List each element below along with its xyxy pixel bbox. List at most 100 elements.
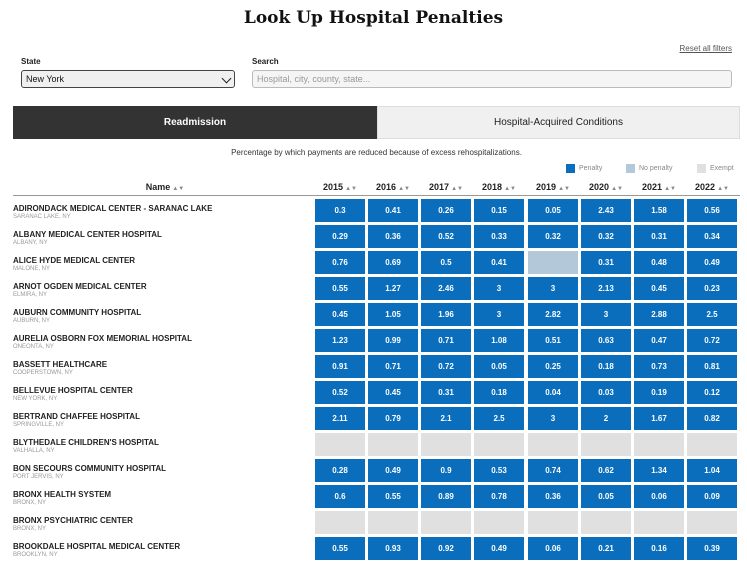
column-header-year[interactable]: 2019 ▲▼ xyxy=(528,182,578,192)
table-subtitle: Percentage by which payments are reduced… xyxy=(231,148,522,157)
reset-filters-link[interactable]: Reset all filters xyxy=(679,44,732,53)
hospital-location: ELMIRA, NY xyxy=(13,292,48,298)
hospital-name[interactable]: ARNOT OGDEN MEDICAL CENTER xyxy=(13,282,147,291)
penalty-cell: 2.46 xyxy=(421,277,471,300)
penalty-cell: 0.28 xyxy=(315,459,365,482)
column-header-name-label: Name xyxy=(145,182,171,192)
tab-hospital-acquired-conditions[interactable]: Hospital-Acquired Conditions xyxy=(377,106,740,139)
penalty-cell: 2.13 xyxy=(581,277,631,300)
column-header-year-label: 2017 xyxy=(429,182,450,192)
penalty-cell xyxy=(474,433,524,456)
column-header-year[interactable]: 2021 ▲▼ xyxy=(634,182,684,192)
penalty-cell: 2.11 xyxy=(315,407,365,430)
column-header-year[interactable]: 2016 ▲▼ xyxy=(368,182,418,192)
penalty-cell: 3 xyxy=(474,277,524,300)
penalty-cell: 0.93 xyxy=(368,537,418,560)
penalty-cell: 3 xyxy=(528,407,578,430)
penalty-cell: 0.05 xyxy=(474,355,524,378)
column-header-year[interactable]: 2022 ▲▼ xyxy=(687,182,737,192)
penalty-cell: 0.26 xyxy=(421,199,471,222)
penalty-cell: 3 xyxy=(581,303,631,326)
state-select[interactable]: New York xyxy=(21,70,235,88)
penalty-cell: 0.6 xyxy=(315,485,365,508)
hospital-name[interactable]: ALBANY MEDICAL CENTER HOSPITAL xyxy=(13,230,162,239)
penalty-cell: 1.08 xyxy=(474,329,524,352)
column-header-year[interactable]: 2020 ▲▼ xyxy=(581,182,631,192)
penalty-cell: 0.45 xyxy=(315,303,365,326)
penalty-cell: 0.06 xyxy=(528,537,578,560)
hospital-name[interactable]: BERTRAND CHAFFEE HOSPITAL xyxy=(13,412,140,421)
hospital-location: VALHALLA, NY xyxy=(13,448,55,454)
tab-readmission[interactable]: Readmission xyxy=(13,106,377,139)
legend-no-penalty: No penalty xyxy=(626,164,672,173)
penalty-cell: 0.45 xyxy=(368,381,418,404)
chevron-down-icon xyxy=(221,73,232,84)
penalty-cell xyxy=(687,511,737,534)
hospital-location: BRONX, NY xyxy=(13,526,47,532)
column-header-year-label: 2019 xyxy=(536,182,557,192)
hospital-name[interactable]: AURELIA OSBORN FOX MEMORIAL HOSPITAL xyxy=(13,334,192,343)
penalty-cell: 0.49 xyxy=(687,251,737,274)
hospital-location: MALONE, NY xyxy=(13,266,51,272)
hospital-name[interactable]: BROOKDALE HOSPITAL MEDICAL CENTER xyxy=(13,542,181,551)
hospital-location: BROOKLYN, NY xyxy=(13,552,58,558)
penalty-cell: 2 xyxy=(581,407,631,430)
column-header-year-label: 2016 xyxy=(376,182,397,192)
hospital-name[interactable]: BLYTHEDALE CHILDREN'S HOSPITAL xyxy=(13,438,159,447)
legend-no-penalty-label: No penalty xyxy=(639,165,673,172)
penalty-cell: 0.33 xyxy=(474,225,524,248)
penalty-cell: 0.41 xyxy=(474,251,524,274)
hospital-location: SARANAC LAKE, NY xyxy=(13,214,71,220)
column-header-name[interactable]: Name ▲▼ xyxy=(130,182,200,192)
penalty-cell: 0.55 xyxy=(315,277,365,300)
hospital-name[interactable]: BASSETT HEALTHCARE xyxy=(13,360,108,369)
penalty-cell xyxy=(528,511,578,534)
hospital-name[interactable]: ALICE HYDE MEDICAL CENTER xyxy=(13,256,136,265)
penalty-cell: 0.52 xyxy=(315,381,365,404)
hospital-name[interactable]: AUBURN COMMUNITY HOSPITAL xyxy=(13,308,142,317)
penalty-cell: 1.34 xyxy=(634,459,684,482)
penalty-cell: 0.32 xyxy=(528,225,578,248)
legend-penalty: Penalty xyxy=(566,164,602,173)
penalty-cell: 2.1 xyxy=(421,407,471,430)
hospital-name[interactable]: BRONX HEALTH SYSTEM xyxy=(13,490,112,499)
penalty-cell xyxy=(634,511,684,534)
column-header-year-label: 2022 xyxy=(695,182,716,192)
sort-icon: ▲▼ xyxy=(345,186,357,192)
penalty-cell: 0.81 xyxy=(687,355,737,378)
hospital-name[interactable]: BON SECOURS COMMUNITY HOSPITAL xyxy=(13,464,167,473)
hospital-location: NEW YORK, NY xyxy=(13,396,58,402)
column-header-year[interactable]: 2017 ▲▼ xyxy=(421,182,471,192)
column-header-year[interactable]: 2018 ▲▼ xyxy=(474,182,524,192)
penalty-cell: 0.63 xyxy=(581,329,631,352)
penalty-cell: 0.79 xyxy=(368,407,418,430)
hospital-name[interactable]: BRONX PSYCHIATRIC CENTER xyxy=(13,516,133,525)
column-header-year[interactable]: 2015 ▲▼ xyxy=(315,182,365,192)
penalty-cell: 0.32 xyxy=(581,225,631,248)
penalty-cell: 0.51 xyxy=(528,329,578,352)
penalty-cell: 0.05 xyxy=(528,199,578,222)
penalty-cell: 0.49 xyxy=(368,459,418,482)
search-input[interactable]: Hospital, city, county, state... xyxy=(252,70,732,88)
penalty-cell: 0.36 xyxy=(528,485,578,508)
penalty-cell: 2.82 xyxy=(528,303,578,326)
search-placeholder: Hospital, city, county, state... xyxy=(257,74,371,84)
penalty-cell: 0.04 xyxy=(528,381,578,404)
penalty-cell: 0.3 xyxy=(315,199,365,222)
sort-icon: ▲▼ xyxy=(558,186,570,192)
penalty-cell: 0.03 xyxy=(581,381,631,404)
hospital-name[interactable]: ADIRONDACK MEDICAL CENTER - SARANAC LAKE xyxy=(13,204,213,213)
penalty-cell: 1.96 xyxy=(421,303,471,326)
penalty-cell: 2.5 xyxy=(687,303,737,326)
hospital-location: BRONX, NY xyxy=(13,500,47,506)
penalty-cell: 1.67 xyxy=(634,407,684,430)
penalty-cell: 0.71 xyxy=(421,329,471,352)
penalty-cell: 0.53 xyxy=(474,459,524,482)
column-header-year-label: 2021 xyxy=(642,182,663,192)
penalty-cell: 3 xyxy=(474,303,524,326)
hospital-name[interactable]: BELLEVUE HOSPITAL CENTER xyxy=(13,386,133,395)
penalty-cell: 0.72 xyxy=(687,329,737,352)
penalty-cell xyxy=(687,433,737,456)
hospital-location: AUBURN, NY xyxy=(13,318,51,324)
penalty-cell xyxy=(368,511,418,534)
